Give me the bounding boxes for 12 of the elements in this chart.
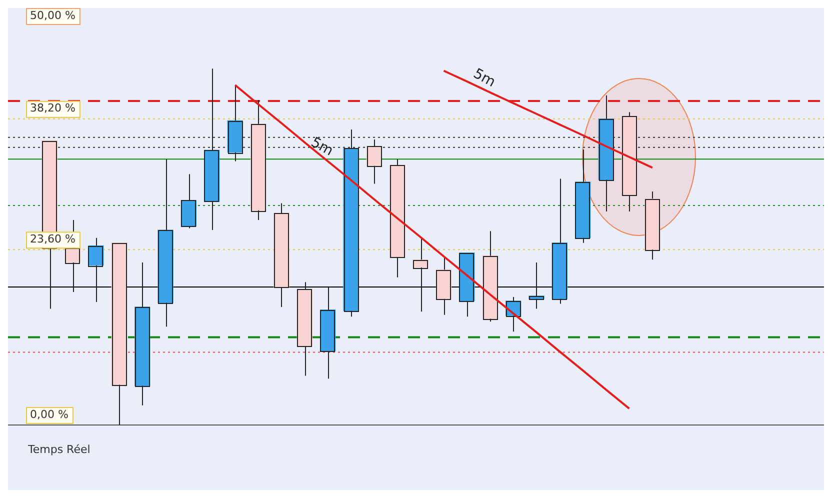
annotation: 38,20 % (30, 102, 76, 115)
candlestick (320, 286, 336, 380)
annotation: 0,00 % (30, 408, 68, 421)
text: 50,00 % (30, 8, 76, 22)
text: Temps Réel (27, 442, 90, 456)
annotation: 23,60 % (30, 232, 76, 246)
text: 5m (308, 134, 336, 160)
candlestick (390, 158, 406, 278)
candlestick (621, 112, 638, 212)
candlestick (204, 68, 220, 231)
text: 5m (470, 66, 498, 91)
candlestick (296, 282, 312, 376)
